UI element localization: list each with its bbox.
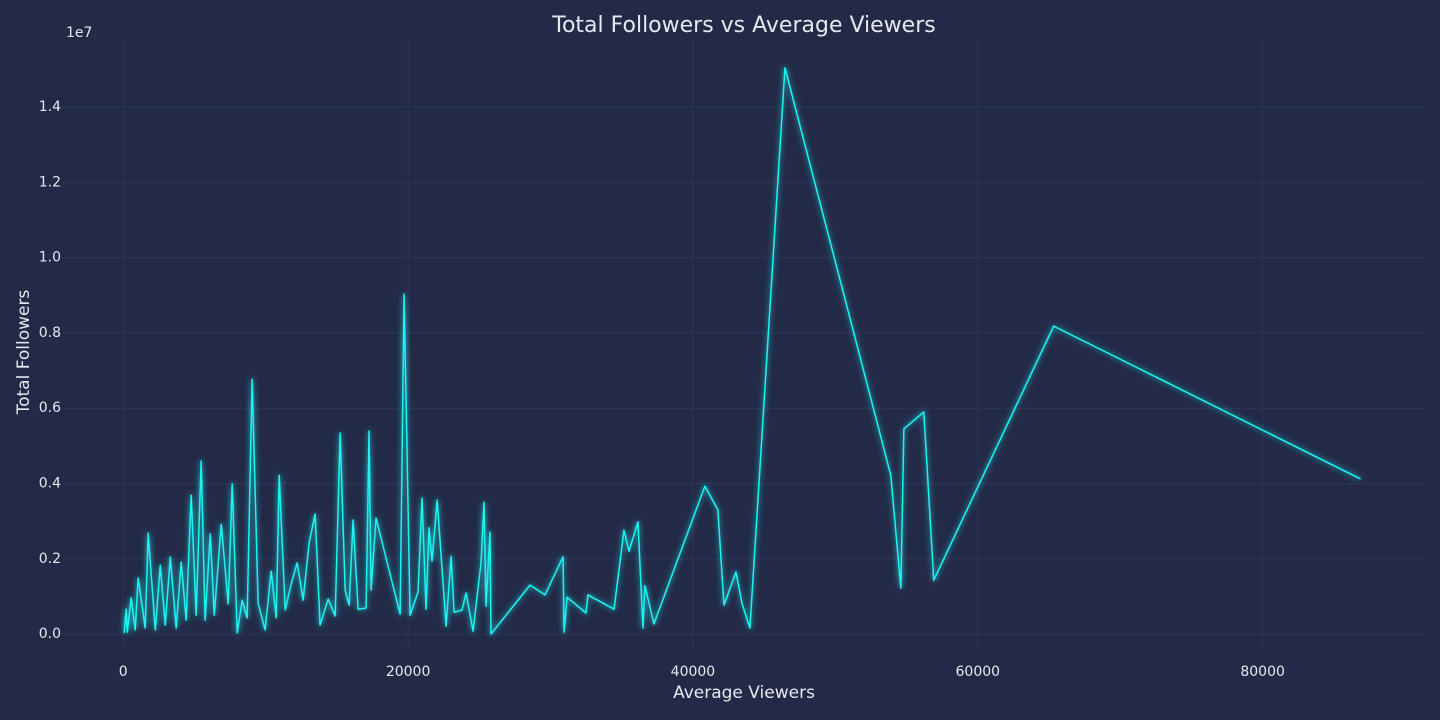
x-tick-label: 60000 [956,664,1001,680]
y-axis-label: Total Followers [14,289,34,415]
y-tick-label: 0.0 [39,626,61,642]
y-tick-label: 1.0 [39,250,61,266]
y-tick-label: 0.8 [39,325,61,341]
x-tick-label: 20000 [386,664,431,680]
y-tick-label: 0.2 [39,551,61,567]
y-tick-label: 0.6 [39,400,61,416]
x-tick-label: 0 [119,664,128,680]
y-tick-label: 0.4 [39,475,61,491]
data-line [123,67,1361,635]
y-tick-label: 1.2 [39,174,61,190]
x-tick-label: 80000 [1240,664,1285,680]
x-axis-label: Average Viewers [673,683,815,703]
y-offset-label: 1e7 [66,25,92,41]
x-tick-label: 40000 [671,664,716,680]
chart-title: Total Followers vs Average Viewers [551,13,935,38]
y-tick-label: 1.4 [39,99,61,115]
